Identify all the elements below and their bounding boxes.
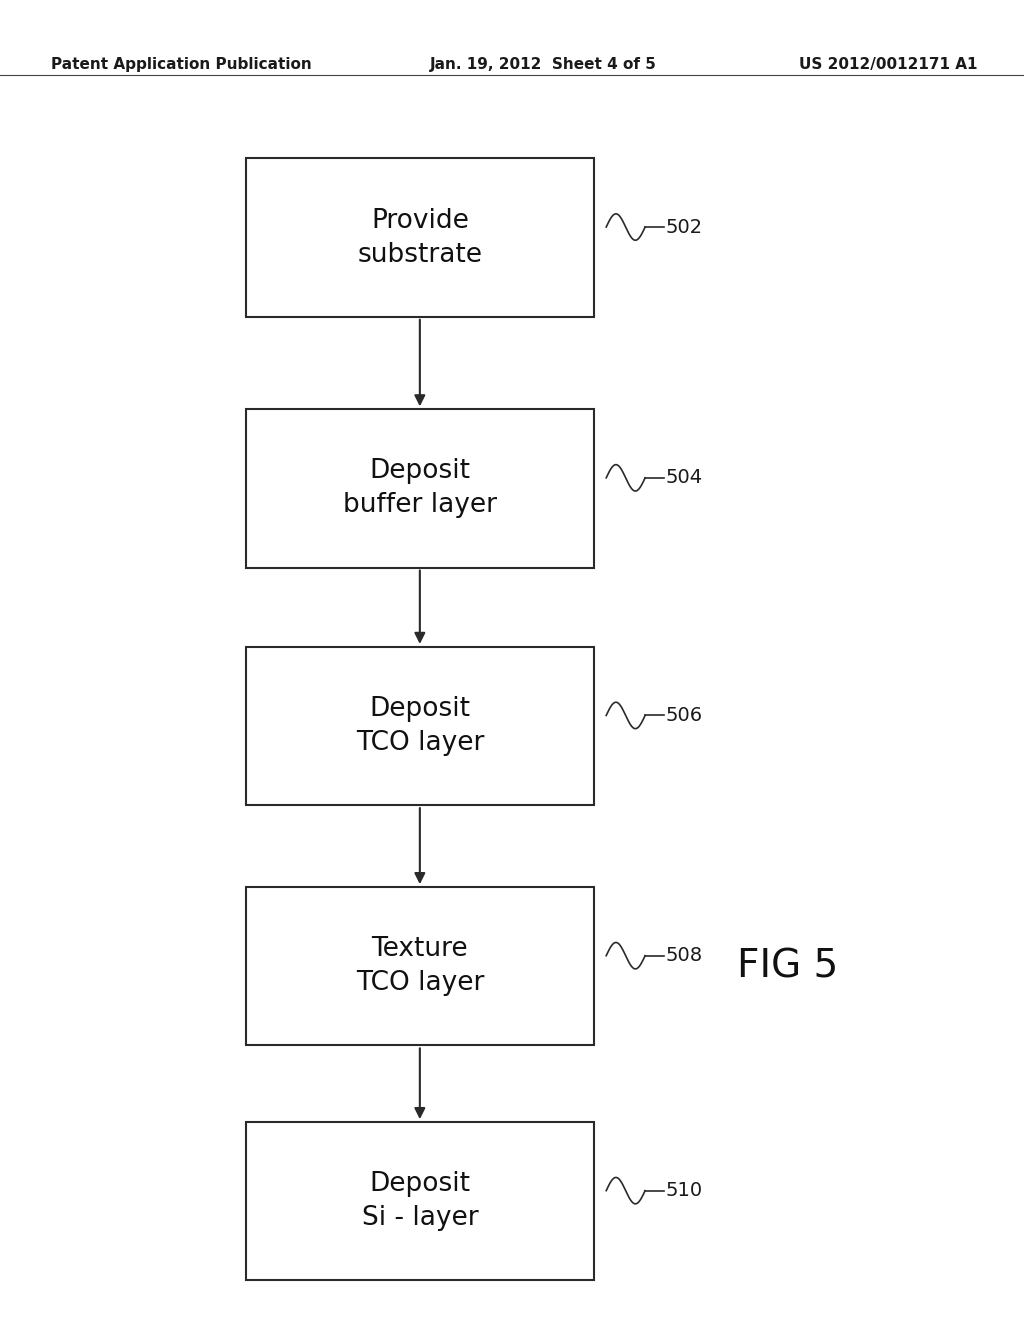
Text: 506: 506 [666, 706, 702, 725]
Bar [246, 887, 594, 1045]
Text: 504: 504 [666, 469, 702, 487]
Text: 508: 508 [666, 946, 702, 965]
Text: Patent Application Publication: Patent Application Publication [51, 57, 312, 71]
Bar [246, 158, 594, 317]
Text: 510: 510 [666, 1181, 702, 1200]
Bar [246, 1122, 594, 1280]
Text: Deposit
Si - layer: Deposit Si - layer [361, 1171, 478, 1232]
Text: Jan. 19, 2012  Sheet 4 of 5: Jan. 19, 2012 Sheet 4 of 5 [430, 57, 657, 71]
Text: Texture
TCO layer: Texture TCO layer [355, 936, 484, 997]
Text: FIG 5: FIG 5 [737, 948, 839, 985]
Bar [246, 409, 594, 568]
Bar [246, 647, 594, 805]
Text: Deposit
buffer layer: Deposit buffer layer [343, 458, 497, 519]
Text: 502: 502 [666, 218, 702, 236]
Text: Deposit
TCO layer: Deposit TCO layer [355, 696, 484, 756]
Text: US 2012/0012171 A1: US 2012/0012171 A1 [799, 57, 977, 71]
Text: Provide
substrate: Provide substrate [357, 207, 482, 268]
